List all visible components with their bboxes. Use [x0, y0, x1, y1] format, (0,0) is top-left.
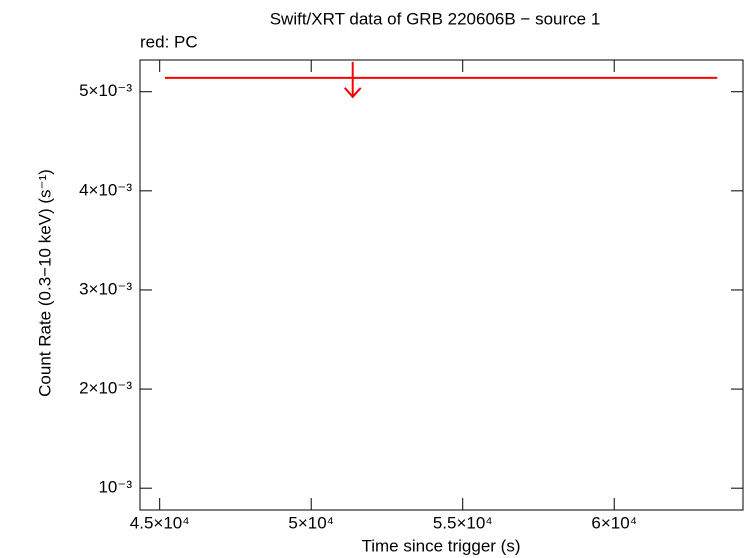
- y-axis-label: Count Rate (0.3−10 keV) (s⁻¹): [35, 169, 54, 397]
- y-tick-label: 2×10⁻³: [79, 379, 132, 398]
- x-tick-label: 6×10⁴: [591, 513, 637, 532]
- y-tick-label: 3×10⁻³: [79, 279, 132, 298]
- chart-title: Swift/XRT data of GRB 220606B − source 1: [270, 9, 601, 28]
- x-tick-label: 4.5×10⁴: [130, 513, 190, 532]
- upper-limit-arrow: [343, 61, 362, 99]
- y-tick-label: 10⁻³: [98, 478, 132, 497]
- y-tick-label: 4×10⁻³: [79, 180, 132, 199]
- x-tick-label: 5×10⁴: [288, 513, 334, 532]
- x-axis-label: Time since trigger (s): [361, 536, 520, 555]
- chart-subtitle: red: PC: [140, 32, 198, 51]
- plot-frame: [139, 59, 744, 511]
- y-tick-label: 5×10⁻³: [79, 81, 132, 100]
- x-tick-label: 5.5×10⁴: [433, 513, 493, 532]
